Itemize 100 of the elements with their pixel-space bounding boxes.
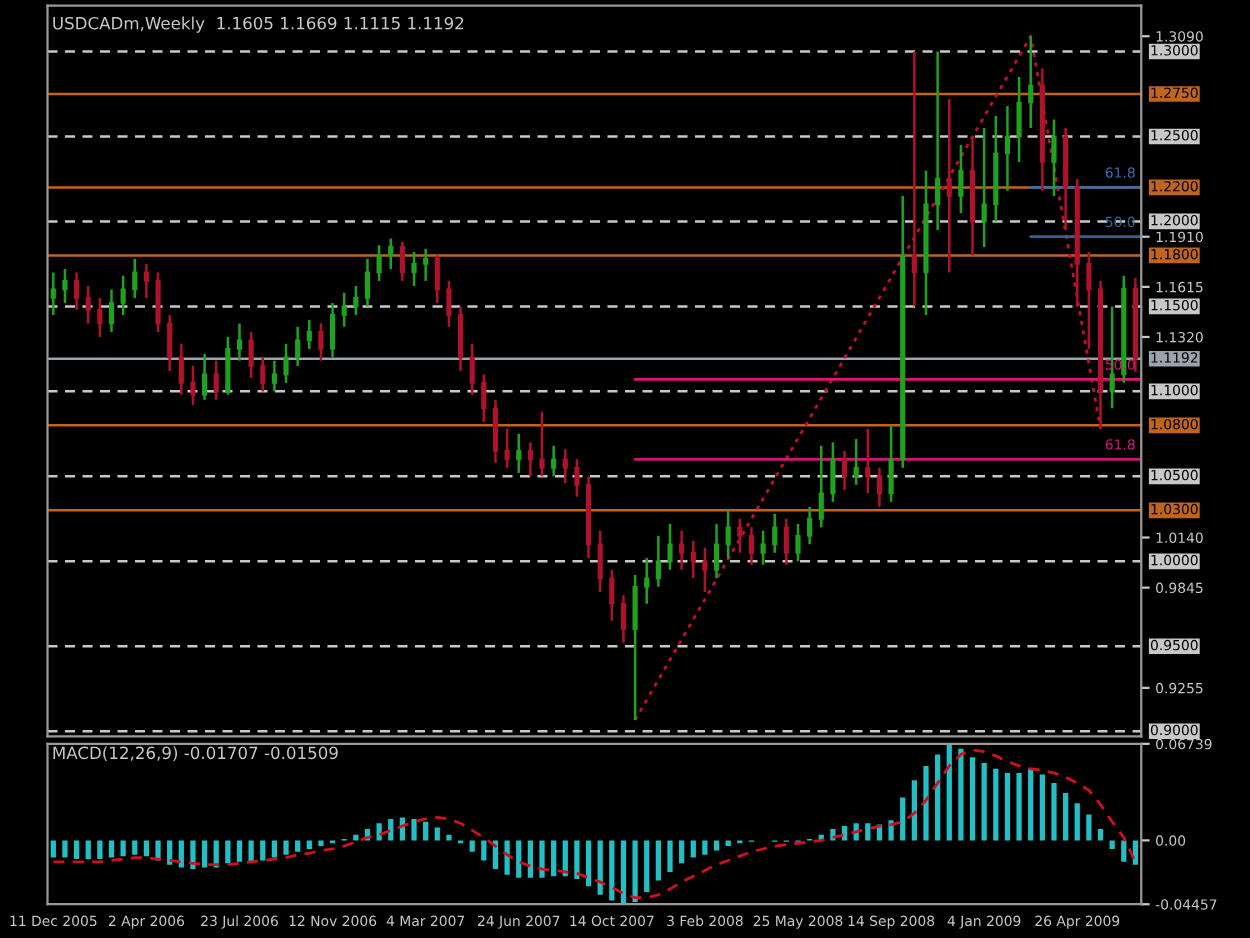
candlestick	[108, 288, 115, 334]
bar	[527, 840, 533, 878]
bar	[423, 821, 429, 841]
bar	[597, 840, 603, 895]
bar	[539, 840, 545, 878]
candlestick	[551, 444, 557, 478]
candlestick	[1028, 34, 1034, 130]
bar	[632, 840, 638, 902]
bar	[469, 840, 475, 852]
bar	[946, 743, 952, 841]
bar	[248, 840, 254, 862]
candlestick	[830, 441, 836, 504]
bar	[865, 823, 871, 841]
candlestick	[329, 301, 336, 359]
bar	[1039, 774, 1045, 841]
candlestick	[62, 267, 68, 305]
bar	[516, 840, 522, 878]
bar	[1028, 768, 1034, 841]
bar	[574, 840, 580, 880]
bar	[108, 840, 115, 858]
bar	[167, 840, 173, 865]
bar	[236, 840, 243, 862]
candlestick	[644, 556, 650, 606]
candlestick	[260, 356, 266, 393]
candlestick	[481, 373, 487, 424]
candlestick	[958, 143, 964, 215]
bar	[900, 797, 906, 841]
bar	[690, 840, 696, 858]
bar	[609, 840, 615, 901]
candlestick	[411, 250, 417, 288]
bar	[295, 840, 301, 852]
candlestick	[795, 522, 801, 563]
candlestick	[1086, 250, 1092, 351]
candlestick	[690, 539, 696, 580]
candlestick	[143, 262, 149, 300]
bar	[201, 840, 208, 868]
bar	[655, 840, 661, 881]
candlestick	[504, 427, 510, 470]
candlestick	[236, 322, 243, 363]
candlestick	[446, 279, 452, 329]
bar	[981, 763, 987, 841]
bar	[97, 840, 103, 859]
bar	[62, 840, 68, 858]
bar	[376, 823, 382, 841]
candlestick	[783, 517, 789, 566]
candlestick	[74, 271, 80, 312]
candlestick	[981, 126, 987, 249]
candlestick	[539, 410, 545, 478]
candlestick	[492, 398, 499, 464]
candlestick	[876, 466, 883, 509]
candlestick	[911, 50, 917, 308]
candlestick	[213, 359, 219, 402]
candlestick	[97, 296, 103, 339]
bar	[1121, 840, 1127, 862]
bar	[1097, 828, 1104, 841]
bar	[1109, 840, 1115, 849]
bar	[446, 834, 452, 841]
bar	[551, 840, 557, 877]
candlestick	[50, 271, 56, 317]
bar	[271, 840, 278, 858]
line-series	[51, 748, 1137, 900]
bar	[73, 840, 80, 859]
bar	[1132, 840, 1139, 865]
candlestick	[190, 364, 196, 407]
candlestick	[620, 594, 627, 645]
bar	[620, 840, 627, 905]
candlestick	[946, 97, 952, 274]
candlestick	[841, 449, 848, 492]
bar	[318, 840, 324, 847]
bar	[725, 840, 731, 847]
bar	[1016, 773, 1022, 841]
candlestick	[713, 522, 720, 580]
bar	[1004, 773, 1011, 841]
bar	[679, 840, 685, 864]
bar	[306, 840, 312, 849]
bar	[411, 818, 417, 841]
candlestick	[562, 447, 568, 485]
bar	[225, 840, 231, 864]
candlestick	[318, 322, 324, 363]
candlestick	[748, 526, 755, 566]
candlestick	[597, 529, 603, 594]
bar	[958, 748, 964, 841]
candlestick	[306, 318, 312, 351]
candlestick	[702, 546, 708, 594]
candlestick	[120, 274, 126, 317]
candlestick	[609, 568, 615, 623]
bar	[143, 840, 150, 857]
candlestick	[225, 335, 231, 397]
candlestick	[271, 359, 277, 393]
candlestick	[655, 534, 661, 589]
candlestick	[725, 509, 731, 560]
candlestick	[423, 247, 429, 283]
candlestick	[935, 50, 941, 232]
candlestick	[132, 257, 138, 300]
candlestick	[155, 271, 161, 334]
bar	[923, 765, 929, 841]
candlestick	[85, 284, 91, 325]
bar	[935, 754, 941, 841]
bar	[260, 840, 266, 861]
candlestick	[202, 352, 208, 402]
